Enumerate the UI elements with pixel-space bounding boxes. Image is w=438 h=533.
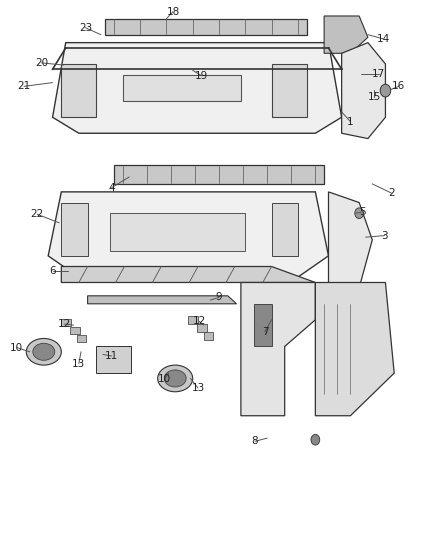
Text: 4: 4 (108, 183, 115, 192)
Polygon shape (324, 16, 368, 53)
Polygon shape (272, 64, 307, 117)
Ellipse shape (158, 365, 193, 392)
Text: 8: 8 (251, 437, 258, 446)
Polygon shape (123, 75, 241, 101)
Circle shape (311, 434, 320, 445)
Text: 18: 18 (166, 7, 180, 17)
Polygon shape (114, 165, 324, 184)
Circle shape (355, 208, 364, 219)
Text: 2: 2 (388, 188, 395, 198)
Bar (254, 304, 272, 346)
Polygon shape (328, 192, 372, 288)
Circle shape (380, 84, 391, 97)
Text: 1: 1 (347, 117, 354, 126)
Polygon shape (105, 19, 307, 35)
Text: 14: 14 (377, 34, 390, 44)
Bar (77, 335, 86, 342)
Polygon shape (241, 282, 315, 416)
Text: 13: 13 (191, 383, 205, 393)
Bar (70, 327, 80, 334)
Text: 9: 9 (215, 293, 223, 302)
Polygon shape (88, 296, 237, 304)
Text: 22: 22 (31, 209, 44, 219)
Text: 20: 20 (35, 58, 48, 68)
Text: 5: 5 (359, 207, 366, 217)
Text: 23: 23 (79, 23, 92, 33)
Text: 21: 21 (18, 82, 31, 91)
Text: 13: 13 (72, 359, 85, 368)
Text: 7: 7 (261, 327, 268, 336)
Text: 17: 17 (372, 69, 385, 78)
Text: 12: 12 (193, 317, 206, 326)
Polygon shape (315, 282, 394, 416)
Text: 12: 12 (58, 319, 71, 329)
Polygon shape (96, 346, 131, 373)
Polygon shape (61, 266, 315, 282)
Ellipse shape (33, 343, 55, 360)
Text: 3: 3 (381, 231, 388, 240)
Text: 10: 10 (10, 343, 23, 352)
Bar (188, 316, 198, 324)
Bar (61, 319, 71, 326)
Polygon shape (272, 203, 298, 256)
Text: 10: 10 (158, 375, 171, 384)
Text: 6: 6 (49, 266, 56, 276)
Polygon shape (48, 192, 328, 277)
Bar (204, 332, 213, 340)
Polygon shape (61, 203, 88, 256)
Text: 11: 11 (105, 351, 118, 361)
Text: 16: 16 (392, 82, 405, 91)
Polygon shape (53, 43, 342, 133)
Ellipse shape (164, 370, 186, 387)
Text: 19: 19 (195, 71, 208, 80)
Polygon shape (110, 213, 245, 251)
Text: 15: 15 (368, 92, 381, 102)
Ellipse shape (26, 338, 61, 365)
Bar (197, 324, 207, 332)
Polygon shape (61, 64, 96, 117)
Polygon shape (342, 43, 385, 139)
